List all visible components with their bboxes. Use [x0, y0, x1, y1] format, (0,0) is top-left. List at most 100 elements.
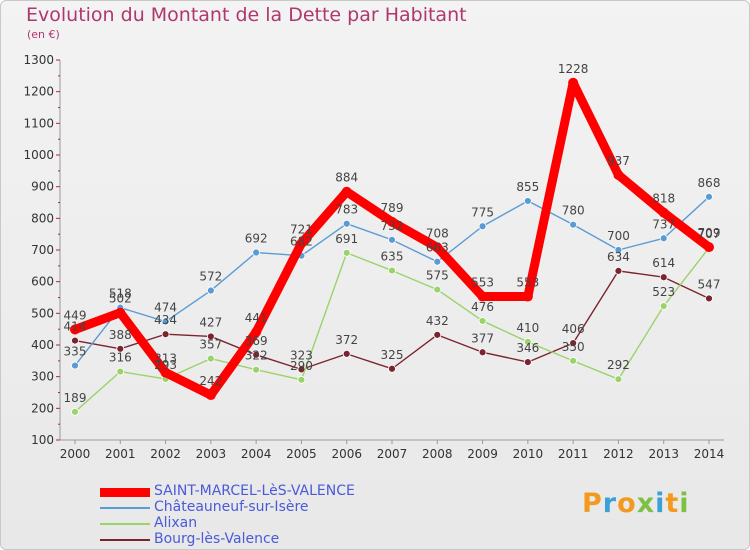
data-label: 700 — [607, 229, 630, 243]
x-tick-label: 2010 — [513, 447, 544, 461]
chart-title: Evolution du Montant de la Dette par Hab… — [26, 4, 467, 26]
legend-label: Bourg-lès-Valence — [154, 531, 280, 547]
data-point — [659, 273, 668, 282]
data-point — [705, 294, 713, 303]
data-point — [206, 354, 215, 363]
chart-subtitle: (en €) — [27, 28, 60, 41]
data-point — [659, 302, 668, 310]
data-label: 553 — [516, 276, 539, 290]
data-point — [659, 234, 668, 243]
legend-item: SAINT-MARCEL-LèS-VALENCE — [100, 483, 400, 500]
data-label: 818 — [652, 192, 675, 206]
data-label: 783 — [335, 203, 358, 217]
legend-swatch — [100, 487, 150, 497]
data-point — [161, 317, 170, 326]
data-label: 292 — [607, 358, 630, 372]
data-label: 410 — [516, 321, 539, 335]
data-label: 663 — [426, 241, 449, 255]
data-label: 707 — [698, 227, 721, 241]
data-label: 884 — [335, 171, 358, 185]
data-label: 732 — [381, 219, 404, 233]
data-point — [205, 390, 216, 401]
data-label: 737 — [652, 217, 675, 231]
data-point — [115, 307, 126, 318]
data-label: 323 — [290, 348, 313, 362]
data-label: 414 — [64, 320, 87, 334]
data-label: 325 — [381, 348, 404, 362]
data-label: 635 — [381, 250, 404, 264]
data-label: 553 — [471, 276, 494, 290]
data-point — [613, 169, 624, 180]
y-tick-label: 800 — [31, 211, 54, 225]
legend-item: Châteauneuf-sur-Isère — [100, 499, 400, 516]
data-point — [433, 257, 442, 266]
data-point — [388, 364, 396, 373]
data-point — [206, 286, 215, 295]
y-tick-label: 500 — [31, 306, 54, 320]
y-tick-label: 200 — [31, 401, 54, 415]
data-point — [341, 186, 352, 197]
data-point — [71, 407, 79, 416]
data-point — [477, 291, 488, 302]
data-point — [705, 192, 713, 201]
data-point — [116, 367, 125, 376]
legend-item: Alixan — [100, 515, 400, 532]
legend: SAINT-MARCEL-LèS-VALENCE Châteauneuf-sur-… — [100, 483, 400, 548]
data-point — [161, 330, 170, 339]
data-point — [342, 349, 351, 358]
data-label: 346 — [516, 341, 539, 355]
data-label: 575 — [426, 269, 449, 283]
data-label: 372 — [335, 333, 358, 347]
y-tick-label: 1300 — [23, 53, 54, 67]
data-label: 189 — [64, 391, 87, 405]
data-label: 855 — [516, 180, 539, 194]
data-label: 682 — [290, 235, 313, 249]
data-label: 350 — [562, 340, 585, 354]
data-point — [614, 266, 623, 275]
data-label: 335 — [64, 345, 87, 359]
data-point — [523, 358, 532, 367]
data-label: 293 — [154, 358, 177, 372]
data-point — [478, 317, 487, 325]
y-tick-label: 400 — [31, 338, 54, 352]
x-tick-label: 2014 — [694, 447, 725, 461]
data-point — [569, 339, 578, 348]
x-tick-label: 2002 — [150, 447, 181, 461]
data-label: 523 — [652, 285, 675, 299]
x-tick-label: 2006 — [331, 447, 362, 461]
data-point — [71, 361, 79, 370]
data-label: 775 — [471, 205, 494, 219]
data-label: 780 — [562, 204, 585, 218]
y-tick-label: 1100 — [23, 116, 54, 130]
data-point — [388, 266, 396, 275]
data-point — [71, 336, 79, 345]
legend-label: Alixan — [154, 515, 198, 531]
data-label: 406 — [562, 322, 585, 336]
data-label: 518 — [109, 287, 132, 301]
x-tick-label: 2001 — [105, 447, 136, 461]
data-label: 476 — [471, 300, 494, 314]
y-tick-label: 100 — [31, 433, 54, 447]
x-tick-label: 2012 — [603, 447, 634, 461]
data-label: 709 — [698, 226, 721, 240]
y-tick-label: 700 — [31, 243, 54, 257]
legend-swatch — [100, 539, 150, 541]
data-label: 369 — [245, 334, 268, 348]
data-point — [432, 242, 443, 253]
legend-label: Châteauneuf-sur-Isère — [154, 499, 309, 515]
data-label: 708 — [426, 226, 449, 240]
data-point — [522, 291, 533, 302]
legend-item: Bourg-lès-Valence — [100, 531, 400, 548]
data-point — [252, 365, 261, 374]
data-label: 721 — [290, 222, 313, 236]
data-point — [252, 248, 261, 257]
x-tick-label: 2013 — [648, 447, 679, 461]
data-label: 313 — [154, 352, 177, 366]
legend-swatch — [100, 523, 150, 525]
data-label: 441 — [245, 311, 268, 325]
data-label: 1228 — [558, 62, 589, 76]
data-label: 427 — [199, 315, 222, 329]
data-label: 868 — [698, 176, 721, 190]
x-tick-label: 2009 — [467, 447, 498, 461]
